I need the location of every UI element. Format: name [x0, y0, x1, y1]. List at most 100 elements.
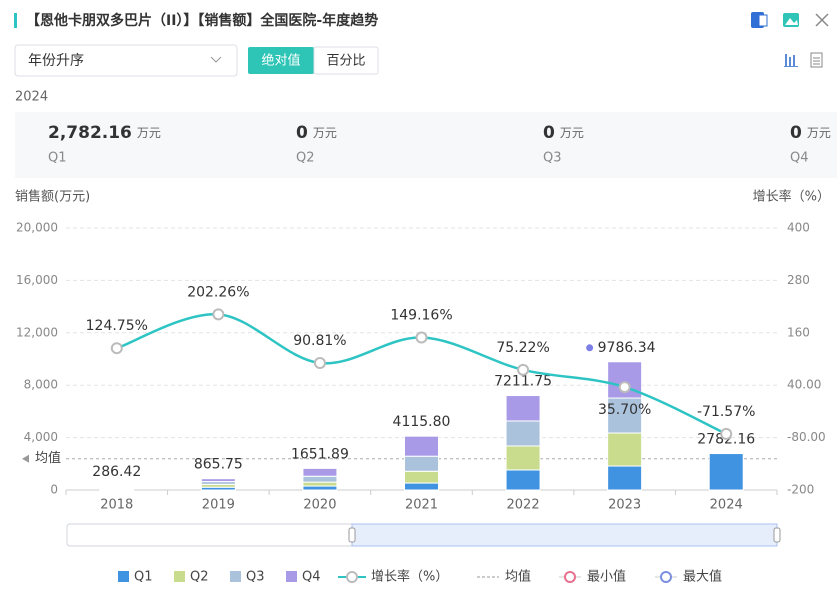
y2-tick-label: 160 — [787, 325, 810, 339]
y-tick-label: 12,000 — [16, 325, 58, 339]
kpi-label: Q3 — [543, 151, 562, 166]
legend-marker — [564, 571, 576, 583]
bar-segment — [200, 478, 236, 483]
bar-segment — [404, 470, 439, 484]
zoom-handle[interactable] — [348, 527, 356, 543]
sort-select-text: 年份升序 — [28, 53, 84, 69]
mode-percent-text: 百分比 — [326, 54, 365, 69]
total-label: 286.42 — [92, 464, 141, 480]
legend-text: 最小值 — [587, 569, 626, 585]
growth-point — [720, 427, 733, 440]
legend-text: Q3 — [246, 570, 265, 585]
growth-label: 149.16% — [390, 308, 452, 324]
legend-point — [346, 571, 358, 583]
growth-point — [110, 342, 123, 355]
y2-tick-label: 400 — [787, 221, 810, 235]
bar-segment — [505, 445, 541, 471]
bar-segment — [404, 455, 439, 472]
y2-tick-label: -200 — [787, 483, 814, 497]
kpi-value: 0 万元 — [543, 123, 584, 143]
x-tick-label: 2021 — [405, 498, 438, 513]
bar-segment — [404, 482, 439, 491]
kpi-unit: 万元 — [137, 126, 161, 140]
close-button[interactable] — [815, 13, 829, 27]
kpi-value: 2,782.16 万元 — [48, 123, 161, 143]
y-tick-label: 0 — [50, 483, 58, 497]
x-tick-label: 2018 — [100, 498, 133, 513]
kpi-label: Q4 — [790, 151, 809, 166]
growth-label: 124.75% — [86, 318, 148, 334]
total-label: 865.75 — [194, 457, 243, 473]
kpi-number: 0 — [790, 123, 802, 143]
growth-label: -71.57% — [697, 404, 755, 420]
bar-segment — [607, 432, 643, 467]
bar-segment — [505, 469, 541, 491]
bar-segment — [607, 465, 643, 491]
y2-axis-title: 增长率（%） — [753, 189, 830, 205]
average-label: 均值 — [35, 450, 61, 466]
x-tick-label: 2024 — [710, 498, 743, 513]
y-tick-label: 16,000 — [16, 273, 58, 287]
bar-chart-icon[interactable] — [784, 54, 798, 67]
zoom-selection[interactable] — [351, 523, 778, 547]
zoom-handle[interactable] — [773, 527, 781, 543]
bar-segment — [505, 420, 541, 447]
kpi-number: 0 — [296, 123, 308, 143]
x-tick-label: 2020 — [303, 498, 336, 513]
mode-absolute[interactable] — [248, 47, 314, 74]
kpi-value: 0 万元 — [296, 123, 337, 143]
mode-percent[interactable] — [313, 46, 379, 75]
growth-label: 202.26% — [187, 284, 249, 300]
average-pointer — [22, 454, 29, 463]
growth-point — [415, 331, 428, 344]
legend-text: 均值 — [505, 569, 531, 585]
bar-segment — [505, 395, 541, 422]
kpi-label: Q1 — [48, 151, 67, 166]
sort-select[interactable] — [14, 44, 238, 77]
total-label: 9786.34 — [598, 340, 656, 356]
y2-tick-label: 40.00 — [787, 378, 821, 392]
bar-segment — [302, 467, 338, 477]
kpi-unit: 万元 — [313, 126, 337, 140]
bar-segment — [302, 481, 338, 487]
bar-segment — [302, 475, 338, 483]
bar-segment — [302, 485, 338, 491]
legend-text: Q4 — [302, 570, 321, 585]
growth-point — [517, 363, 530, 376]
bar-segment — [99, 485, 135, 488]
kpi-value: 0 万元 — [790, 123, 831, 143]
legend-text: 最大值 — [683, 569, 722, 585]
y2-tick-label: -80.00 — [787, 430, 826, 444]
legend-swatch — [286, 571, 297, 582]
total-label: 7211.75 — [494, 374, 552, 390]
bar-segment — [404, 435, 439, 457]
y2-tick-label: 280 — [787, 273, 810, 287]
bar-segment — [708, 453, 744, 491]
kpi-number: 0 — [543, 123, 555, 143]
x-tick-label: 2019 — [202, 498, 235, 513]
export-excel[interactable] — [751, 12, 768, 28]
legend-text: 增长率（%） — [371, 569, 448, 585]
total-label: 1651.89 — [291, 446, 349, 462]
kpi-unit: 万元 — [560, 126, 584, 140]
year-label: 2024 — [15, 90, 48, 105]
growth-label: 35.70% — [598, 402, 651, 418]
y-tick-label: 4,000 — [24, 430, 58, 444]
export-image[interactable] — [783, 13, 799, 27]
x-tick-label: 2023 — [608, 498, 641, 513]
table-icon[interactable] — [810, 52, 823, 68]
kpi-unit: 万元 — [807, 126, 831, 140]
legend-text: Q2 — [190, 570, 209, 585]
y-tick-label: 20,000 — [16, 221, 58, 235]
growth-point — [618, 381, 631, 394]
growth-point — [212, 308, 225, 321]
x-tick-label: 2022 — [507, 498, 540, 513]
title-accent — [14, 13, 17, 28]
mode-absolute-text: 绝对值 — [261, 53, 300, 69]
total-label: 4115.80 — [393, 414, 451, 430]
kpi-panel — [15, 112, 837, 178]
kpi-number: 2,782.16 — [48, 123, 132, 143]
select-chevron — [210, 56, 222, 63]
legend-marker — [660, 571, 672, 583]
